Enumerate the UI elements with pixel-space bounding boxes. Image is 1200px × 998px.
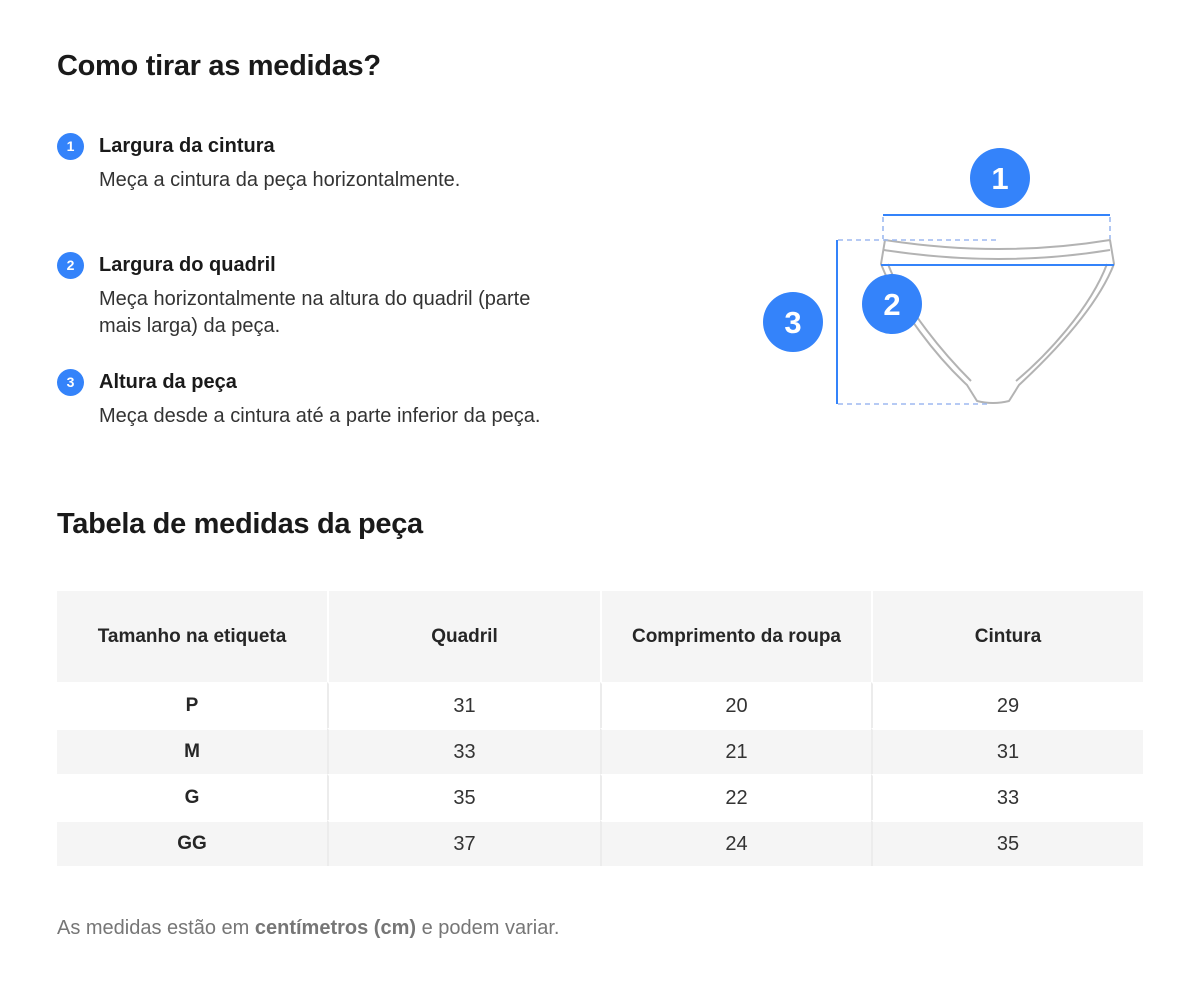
footnote-prefix: As medidas estão em <box>57 917 255 939</box>
table-row-m: M 33 21 31 <box>57 728 1143 774</box>
step-hip-width: 2 Largura do quadril Meça horizontalment… <box>57 252 677 340</box>
waistband-seam <box>883 249 1111 260</box>
callout-3-number: 3 <box>784 305 801 340</box>
size-table: Tamanho na etiqueta Quadril Comprimento … <box>57 591 1143 866</box>
size-table-header-row: Tamanho na etiqueta Quadril Comprimento … <box>57 591 1143 682</box>
garment-outline-icon <box>880 239 1115 404</box>
right-leg-seam <box>1015 263 1108 382</box>
garment-measurement-diagram: 1 2 3 <box>763 148 1115 405</box>
length-cell: 21 <box>600 728 871 774</box>
step-3-description: Meça desde a cintura até a parte inferio… <box>99 405 541 427</box>
step-2-badge: 2 <box>57 252 84 279</box>
step-2-description: Meça horizontalmente na altura do quadri… <box>99 288 531 337</box>
size-table-title: Tabela de medidas da peça <box>57 508 423 540</box>
callout-1: 1 <box>970 148 1030 208</box>
step-1-text: Largura da cintura Meça a cintura da peç… <box>99 133 460 194</box>
footnote: As medidas estão em centímetros (cm) e p… <box>57 915 559 942</box>
waist-cell: 33 <box>871 774 1143 820</box>
step-1-badge: 1 <box>57 133 84 160</box>
waist-cell: 29 <box>871 682 1143 728</box>
callout-1-circle-icon <box>970 148 1030 208</box>
step-waist-width: 1 Largura da cintura Meça a cintura da p… <box>57 133 677 194</box>
table-row-g: G 35 22 33 <box>57 774 1143 820</box>
footnote-suffix: e podem variar. <box>416 917 560 939</box>
column-header-length: Comprimento da roupa <box>600 591 871 682</box>
step-2-title: Largura do quadril <box>99 254 276 276</box>
step-2-text: Largura do quadril Meça horizontalmente … <box>99 252 569 340</box>
waist-cell: 35 <box>871 820 1143 866</box>
table-row-gg: GG 37 24 35 <box>57 820 1143 866</box>
hip-cell: 37 <box>327 820 600 866</box>
size-cell: M <box>57 728 327 774</box>
callout-3: 3 <box>763 292 823 352</box>
length-cell: 24 <box>600 820 871 866</box>
column-header-hip: Quadril <box>327 591 600 682</box>
how-to-title: Como tirar as medidas? <box>57 50 381 82</box>
callout-3-circle-icon <box>763 292 823 352</box>
table-row-p: P 31 20 29 <box>57 682 1143 728</box>
length-cell: 20 <box>600 682 871 728</box>
step-1-description: Meça a cintura da peça horizontalmente. <box>99 169 461 191</box>
step-1-title: Largura da cintura <box>99 135 275 157</box>
hip-cell: 35 <box>327 774 600 820</box>
size-cell: G <box>57 774 327 820</box>
step-3-text: Altura da peça Meça desde a cintura até … <box>99 369 540 430</box>
column-header-waist: Cintura <box>871 591 1143 682</box>
size-cell: GG <box>57 820 327 866</box>
hip-cell: 33 <box>327 728 600 774</box>
callout-2: 2 <box>862 274 922 334</box>
size-cell: P <box>57 682 327 728</box>
callout-2-circle-icon <box>862 274 922 334</box>
length-cell: 22 <box>600 774 871 820</box>
callout-1-number: 1 <box>991 161 1008 196</box>
footnote-strong: centímetros (cm) <box>254 917 417 939</box>
step-3-title: Altura da peça <box>99 371 237 393</box>
step-garment-height: 3 Altura da peça Meça desde a cintura at… <box>57 369 677 430</box>
waist-cell: 31 <box>871 728 1143 774</box>
step-3-badge: 3 <box>57 369 84 396</box>
callout-2-number: 2 <box>883 287 900 322</box>
column-header-size: Tamanho na etiqueta <box>57 591 327 682</box>
hip-cell: 31 <box>327 682 600 728</box>
